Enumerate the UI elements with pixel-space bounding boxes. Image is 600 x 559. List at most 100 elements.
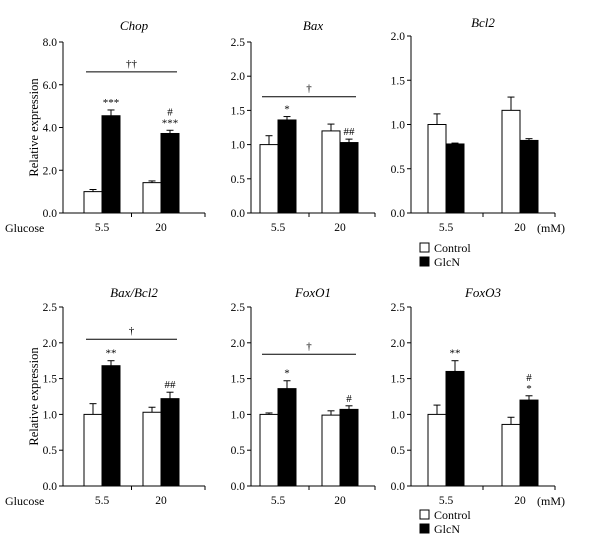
- significance-label: **: [450, 348, 461, 360]
- y-tick-label: 4.0: [43, 123, 58, 135]
- y-tick-label: 2.0: [231, 71, 246, 83]
- bar: [160, 398, 180, 487]
- bar: [142, 182, 162, 214]
- bar: [142, 411, 162, 487]
- bar: [321, 414, 341, 487]
- x-tick-label: 20: [155, 495, 167, 507]
- significance-label: ##: [165, 379, 177, 391]
- y-tick-label: 1.0: [231, 140, 246, 152]
- bar: [501, 109, 521, 214]
- panel-title: Chop: [120, 18, 149, 33]
- y-axis-label: Relative expression: [27, 78, 41, 177]
- x-tick-label: 20: [334, 222, 346, 234]
- y-tick-label: 1.5: [231, 105, 246, 117]
- y-tick-label: 8.0: [43, 37, 58, 49]
- legend-label: Control: [434, 508, 471, 522]
- bar: [519, 139, 539, 214]
- y-tick-label: 0.0: [391, 208, 406, 220]
- y-tick-label: 0.0: [43, 208, 58, 220]
- x-axis-label: Glucose: [5, 221, 44, 235]
- y-tick-label: 2.5: [231, 37, 246, 49]
- significance-label: **: [106, 348, 117, 360]
- y-tick-label: 2.0: [231, 338, 246, 350]
- bar: [445, 370, 465, 487]
- legend-label: GlcN: [434, 522, 460, 536]
- bar: [519, 399, 539, 487]
- bracket-label: †: [306, 83, 312, 95]
- panel-title: FoxO1: [294, 285, 331, 300]
- y-tick-label: 1.0: [231, 409, 246, 421]
- y-tick-label: 0.5: [231, 445, 246, 457]
- significance-label: ##: [344, 126, 356, 138]
- y-tick-label: 2.0: [43, 165, 58, 177]
- x-tick-label: 20: [334, 495, 346, 507]
- bar: [101, 365, 121, 487]
- y-tick-label: 0.0: [231, 208, 246, 220]
- legend-swatch: [419, 256, 430, 267]
- y-tick-label: 2.0: [391, 31, 406, 43]
- y-tick-label: 2.0: [43, 338, 58, 350]
- bar: [259, 413, 279, 487]
- y-tick-label: 0.5: [391, 164, 406, 176]
- significance-label: *: [526, 383, 532, 395]
- significance-label: ***: [162, 117, 179, 129]
- panel-title: Bax/Bcl2: [110, 285, 158, 300]
- bar: [501, 423, 521, 487]
- y-tick-label: 0.5: [391, 445, 406, 457]
- y-axis-label: Relative expression: [27, 347, 41, 446]
- bracket-label: †: [129, 325, 135, 337]
- y-tick-label: 0.0: [391, 481, 406, 493]
- x-tick-label: 20: [155, 222, 167, 234]
- x-unit-label: (mM): [537, 494, 565, 508]
- legend-label: GlcN: [434, 255, 460, 269]
- bar: [427, 413, 447, 487]
- bar: [445, 143, 465, 214]
- bar: [339, 408, 359, 487]
- bar: [83, 413, 103, 487]
- y-tick-label: 1.0: [43, 409, 58, 421]
- y-tick-label: 6.0: [43, 80, 58, 92]
- y-tick-label: 0.0: [231, 481, 246, 493]
- panel-title: Bcl2: [471, 15, 495, 30]
- x-tick-label: 5.5: [271, 222, 286, 234]
- x-tick-label: 20: [514, 495, 526, 507]
- y-tick-label: 2.5: [231, 302, 246, 314]
- significance-label: #: [346, 393, 352, 405]
- panel-title: FoxO3: [464, 285, 502, 300]
- y-tick-label: 1.5: [391, 374, 406, 386]
- significance-label: *: [284, 104, 290, 116]
- bar: [277, 388, 297, 487]
- y-tick-label: 1.5: [231, 374, 246, 386]
- x-tick-label: 20: [514, 222, 526, 234]
- bracket-label: †: [306, 340, 312, 352]
- y-tick-label: 1.5: [43, 374, 58, 386]
- x-tick-label: 5.5: [95, 495, 110, 507]
- x-tick-label: 5.5: [439, 495, 454, 507]
- legend-swatch: [419, 509, 430, 520]
- bar: [101, 115, 121, 214]
- y-tick-label: 2.5: [391, 302, 406, 314]
- significance-label: *: [284, 368, 290, 380]
- y-tick-label: 2.5: [43, 302, 58, 314]
- y-tick-label: 1.0: [391, 120, 406, 132]
- bar: [321, 130, 341, 214]
- x-tick-label: 5.5: [95, 222, 110, 234]
- significance-label: ***: [103, 97, 120, 109]
- bar: [83, 191, 103, 214]
- panel-title: Bax: [303, 18, 323, 33]
- bar: [277, 119, 297, 214]
- y-tick-label: 1.5: [391, 75, 406, 87]
- bracket-label: ††: [126, 58, 138, 70]
- significance-label: #: [526, 372, 532, 384]
- legend-swatch: [419, 242, 430, 253]
- bar: [259, 144, 279, 214]
- bar: [160, 132, 180, 214]
- x-tick-label: 5.5: [439, 222, 454, 234]
- y-tick-label: 2.0: [391, 338, 406, 350]
- legend-swatch: [419, 523, 430, 534]
- y-tick-label: 0.5: [231, 174, 246, 186]
- bar: [427, 124, 447, 214]
- y-tick-label: 0.5: [43, 445, 58, 457]
- y-tick-label: 0.0: [43, 481, 58, 493]
